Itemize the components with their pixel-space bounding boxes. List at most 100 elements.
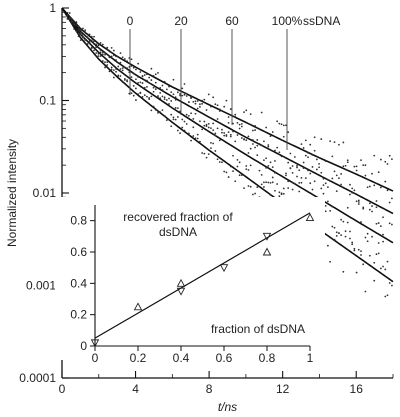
data-point <box>371 172 373 175</box>
data-point <box>245 109 248 112</box>
data-point <box>218 161 221 163</box>
series-annotations: 0 20 60 100% ssDNA <box>127 14 340 150</box>
data-point <box>274 149 276 152</box>
data-point <box>97 44 100 47</box>
data-point <box>315 158 318 161</box>
data-point <box>88 40 91 42</box>
data-point <box>234 180 237 183</box>
data-point <box>110 55 113 58</box>
y-axis-label: Normalized intensity <box>5 139 19 247</box>
data-point <box>104 53 106 56</box>
data-point <box>313 149 316 152</box>
data-point <box>108 70 111 73</box>
data-point <box>285 172 287 175</box>
data-point <box>324 210 327 213</box>
data-point <box>135 87 137 90</box>
data-point <box>322 192 325 195</box>
data-point <box>139 91 142 94</box>
data-point <box>236 158 239 161</box>
data-point <box>86 43 89 45</box>
data-point <box>300 181 303 184</box>
data-point <box>157 95 159 97</box>
data-point <box>269 135 272 137</box>
data-point <box>79 32 82 34</box>
data-point <box>251 139 254 141</box>
data-point <box>112 49 115 52</box>
data-point <box>146 79 148 82</box>
data-point <box>88 47 91 50</box>
data-point <box>137 81 140 84</box>
data-point <box>304 154 307 157</box>
data-point <box>384 268 387 271</box>
data-point <box>247 169 250 171</box>
data-point <box>364 236 367 239</box>
data-point <box>170 100 173 102</box>
data-point <box>185 92 188 95</box>
data-point <box>371 235 373 238</box>
data-point <box>115 70 117 73</box>
data-point <box>258 169 261 172</box>
data-point <box>199 103 201 106</box>
data-point <box>249 147 252 150</box>
data-point <box>203 120 206 123</box>
data-point <box>93 40 95 43</box>
data-point <box>106 48 109 51</box>
data-point <box>269 194 272 196</box>
data-point <box>161 84 164 87</box>
data-point <box>130 76 133 79</box>
data-point <box>355 200 358 203</box>
data-point <box>139 71 142 73</box>
data-point <box>282 124 285 127</box>
data-point <box>146 73 148 76</box>
data-point <box>97 55 100 57</box>
data-point <box>201 128 204 131</box>
data-point <box>227 116 230 118</box>
data-point <box>159 111 162 113</box>
data-point <box>373 279 376 282</box>
data-point <box>176 107 179 110</box>
data-point <box>357 199 360 202</box>
data-point <box>181 126 184 129</box>
data-point <box>192 135 195 137</box>
data-point <box>307 169 309 172</box>
data-point <box>170 91 173 94</box>
data-point <box>335 231 338 234</box>
data-point <box>99 55 102 57</box>
data-point <box>192 126 195 129</box>
data-point <box>117 75 120 77</box>
data-point <box>210 105 212 108</box>
data-point <box>377 242 380 244</box>
data-point <box>79 39 82 42</box>
data-point <box>249 164 252 167</box>
data-point <box>84 29 87 32</box>
data-point <box>179 110 181 113</box>
data-point <box>119 68 122 70</box>
data-point <box>331 177 334 180</box>
y-tick-label: 0.001 <box>26 279 56 293</box>
data-point <box>168 118 170 121</box>
data-point <box>165 82 168 85</box>
data-point <box>346 221 349 224</box>
y-tick-label: 1 <box>49 1 56 15</box>
data-point <box>196 107 199 110</box>
data-point <box>108 56 111 59</box>
data-point <box>212 122 215 125</box>
inset-y-tick-label: 0.8 <box>70 214 87 228</box>
data-point <box>176 129 179 132</box>
data-point <box>362 164 365 167</box>
data-point <box>384 180 387 183</box>
data-point <box>210 147 212 150</box>
data-point <box>66 18 69 20</box>
data-point <box>258 128 261 131</box>
data-point <box>82 27 84 30</box>
data-point <box>236 121 239 124</box>
data-point <box>338 177 340 180</box>
data-point <box>154 81 157 84</box>
data-point <box>181 118 184 121</box>
data-point <box>187 101 190 103</box>
data-point <box>121 81 124 84</box>
data-point <box>183 83 186 85</box>
data-point <box>263 159 265 162</box>
data-point <box>132 85 135 87</box>
data-point <box>327 244 329 247</box>
